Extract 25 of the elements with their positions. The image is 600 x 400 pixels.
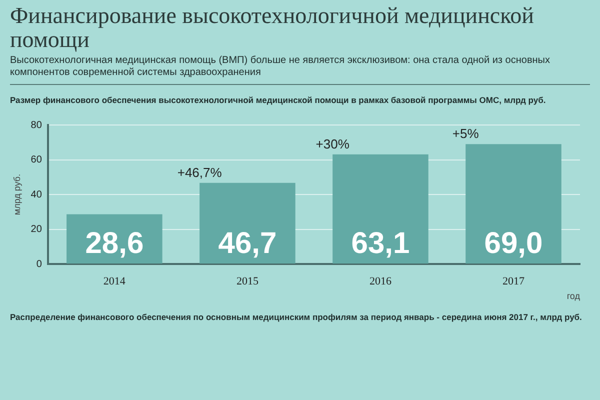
chart-title: Финансирование высокотехнологичной медицинской помощи — [10, 3, 535, 52]
annotation: +5% — [452, 126, 480, 142]
data-label: 46,7 — [218, 226, 277, 260]
data-label: 63,1 — [351, 226, 410, 260]
x-axis-title: год — [566, 291, 581, 302]
x-tick-label: 2014 — [103, 275, 126, 288]
bar — [200, 182, 296, 264]
y-tick-label: 20 — [30, 224, 42, 235]
x-tick-label: 2015 — [236, 275, 259, 288]
data-label: 69,0 — [484, 226, 543, 260]
annotation: +30% — [316, 136, 350, 152]
y-tick-label: 80 — [30, 120, 42, 131]
data-label: 28,6 — [85, 226, 144, 260]
x-tick-label: 2016 — [369, 275, 392, 288]
y-tick-label: 40 — [30, 189, 42, 200]
y-tick-label: 0 — [36, 258, 42, 270]
chart-subtitle: Высокотехнологичная медицинская помощь (ВМП) больше не является эксклюзивом: она стала одной из основных компонентов современной системы здравоохранения — [10, 55, 590, 85]
text: Размер финансового обеспечения высокотехнологичной медицинской помощи в рамках базовой программы ОМС, млрд руб. — [10, 95, 547, 105]
bar — [332, 154, 428, 264]
y-tick-label: 60 — [30, 154, 42, 166]
y-axis-title: млрд руб. — [12, 174, 22, 216]
x-tick-label: 2017 — [502, 275, 525, 288]
text: Распределение финансового обеспечения по основным медицинским профилям за период январь - середина июня 2017 г., млрд руб. — [10, 312, 583, 322]
bar — [466, 144, 562, 264]
annotation: +46,7% — [177, 164, 222, 180]
